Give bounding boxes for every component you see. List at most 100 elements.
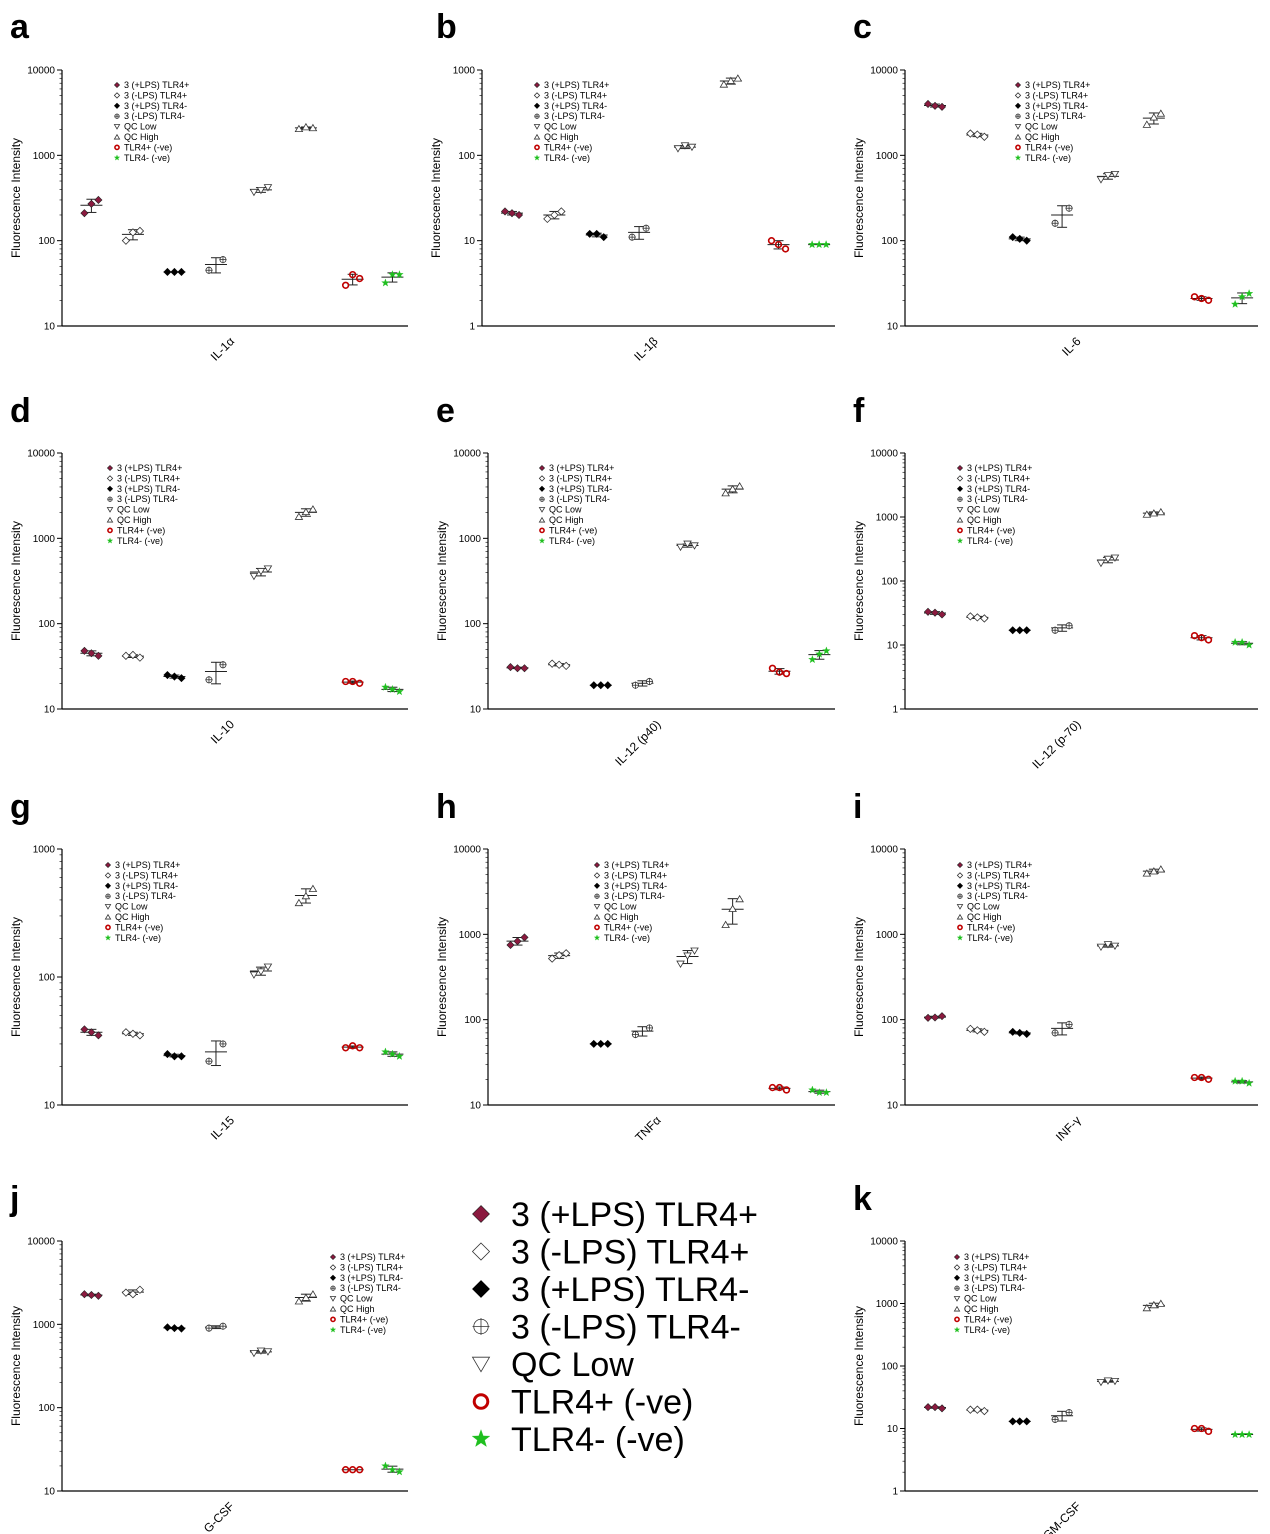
marker-circle-open-red — [1190, 1073, 1199, 1082]
y-tick-label: 100 — [38, 236, 55, 247]
series-4 — [676, 947, 699, 968]
marker-triangle-down-open — [256, 186, 266, 195]
series-6 — [341, 1042, 364, 1052]
series-2 — [1008, 1417, 1031, 1426]
marker-diamond-open — [561, 949, 571, 958]
y-tick-label: 10 — [470, 1101, 482, 1112]
legend-entry: QC High — [967, 912, 1002, 922]
marker-triangle-up-open — [308, 505, 318, 513]
series-3 — [204, 255, 227, 274]
series-1 — [966, 1405, 989, 1416]
series-2 — [163, 1323, 186, 1333]
marker-diamond-open — [980, 1406, 989, 1416]
legend-entry: 3 (-LPS) TLR4- — [124, 111, 185, 121]
legend-entry: 3 (-LPS) TLR4+ — [1025, 90, 1088, 100]
series-5 — [294, 884, 318, 907]
x-axis-label: IL-1β — [631, 334, 660, 363]
series-7 — [1230, 637, 1254, 649]
series-2 — [163, 1050, 186, 1061]
marker-star-green — [388, 1049, 397, 1058]
marker-diamond-filled-black — [170, 1052, 179, 1061]
marker-diamond-filled-black — [1015, 1028, 1024, 1037]
y-tick-label: 10 — [44, 322, 56, 333]
marker-triangle-up-open — [308, 1290, 318, 1298]
series-1 — [547, 949, 571, 963]
panel-letter: c — [853, 8, 872, 46]
marker-diamond-filled-maroon — [930, 101, 940, 110]
marker-diamond-filled-black — [113, 102, 121, 109]
x-axis-label: IL-12 (p-70) — [1029, 717, 1083, 771]
legend-entry: QC Low — [544, 122, 577, 132]
marker-diamond-open — [953, 1264, 961, 1271]
marker-circle-open-red — [1204, 636, 1213, 644]
marker-triangle-up-open — [104, 913, 112, 920]
chart-panel-d: d 10 100 1000 10000 Fluorescence Intensity IL-… — [9, 392, 408, 746]
panel-letter: h — [436, 788, 457, 826]
marker-diamond-filled-maroon — [953, 1253, 961, 1261]
legend-entry: 3 (+LPS) TLR4- — [967, 484, 1030, 494]
y-axis-label: Fluorescence Intensity — [852, 138, 866, 258]
y-tick-label: 1000 — [876, 513, 899, 524]
marker-circle-open-red — [775, 1083, 784, 1092]
marker-triangle-down-open — [1096, 559, 1106, 568]
marker-triangle-up-open — [533, 133, 541, 140]
marker-circle-open-red — [1197, 1424, 1206, 1433]
y-tick-label: 10000 — [27, 449, 55, 460]
marker-diamond-filled-black — [170, 672, 179, 681]
marker-star-green — [381, 1461, 390, 1470]
marker-star-green — [814, 240, 824, 249]
legend-entry: TLR4- (-ve) — [544, 153, 590, 163]
marker-star-green — [113, 154, 121, 161]
marker-diamond-filled-black — [1014, 102, 1022, 109]
marker-circle-cross — [1065, 1408, 1073, 1417]
marker-triangle-up-open — [721, 920, 730, 928]
series-4 — [249, 184, 273, 197]
marker-star-green — [395, 687, 404, 696]
x-axis-label: IL-12 (p40) — [612, 717, 663, 768]
marker-triangle-up-open — [301, 891, 311, 900]
y-tick-label: 10 — [44, 1101, 56, 1112]
marker-circle-cross — [631, 681, 640, 689]
legend-entry: 3 (+LPS) TLR4- — [604, 881, 667, 891]
marker-triangle-up-open — [538, 516, 546, 523]
marker-diamond-filled-black — [1015, 234, 1024, 243]
marker-diamond-filled-maroon — [513, 664, 522, 673]
marker-star-green — [395, 270, 404, 279]
y-tick-label: 100 — [881, 1362, 898, 1373]
marker-circle-open-red — [1204, 1427, 1213, 1436]
legend-entry: 3 (-LPS) TLR4+ — [124, 90, 187, 100]
marker-star-green — [808, 655, 817, 664]
legend-entry: TLR4- (-ve) — [124, 153, 170, 163]
marker-triangle-up-open — [726, 76, 736, 84]
series-3 — [1051, 204, 1074, 228]
marker-diamond-filled-maroon — [937, 1012, 947, 1021]
panel-letter: f — [853, 392, 865, 430]
series-1 — [121, 650, 145, 662]
legend-entry: QC High — [967, 515, 1002, 525]
marker-circle-cross — [645, 1024, 654, 1032]
legend-entry: 3 (-LPS) TLR4+ — [964, 1262, 1027, 1272]
marker-triangle-down-open — [471, 1356, 491, 1373]
marker-diamond-filled-maroon — [930, 608, 940, 617]
series-0 — [506, 933, 529, 950]
marker-diamond-filled-maroon — [923, 1403, 933, 1412]
series-4 — [676, 540, 699, 552]
marker-circle-cross — [205, 676, 213, 684]
y-tick-label: 10000 — [27, 1237, 55, 1248]
legend-entry: QC High — [117, 515, 152, 525]
marker-star-green — [956, 537, 964, 544]
legend-entry: 3 (+LPS) TLR4+ — [549, 463, 614, 473]
marker-circle-open-red — [768, 664, 777, 672]
marker-diamond-open — [973, 1405, 982, 1414]
panel-legend: 3 (+LPS) TLR4+3 (-LPS) TLR4+3 (+LPS) TLR… — [953, 1252, 1029, 1335]
legend-entry: QC High — [1025, 132, 1060, 142]
legend-entry: 3 (+LPS) TLR4- — [115, 881, 178, 891]
marker-triangle-down-open — [256, 968, 266, 976]
y-tick-label: 10 — [470, 705, 482, 716]
panel-letter: i — [853, 788, 862, 826]
legend-entry: 3 (-LPS) TLR4+ — [549, 473, 612, 483]
marker-triangle-down-open — [1110, 170, 1120, 179]
marker-triangle-down-open — [256, 568, 266, 576]
legend-entry: 3 (+LPS) TLR4+ — [1025, 80, 1090, 90]
marker-circle-open-red — [355, 274, 364, 283]
